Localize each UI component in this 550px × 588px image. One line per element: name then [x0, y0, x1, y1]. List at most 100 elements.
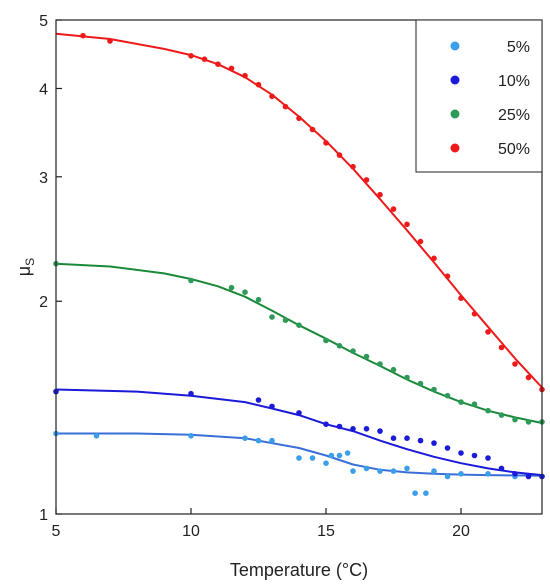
data-point — [404, 465, 410, 472]
data-point — [350, 426, 356, 432]
data-point — [282, 317, 289, 324]
data-point — [525, 473, 532, 480]
y-axis-title: μS — [14, 258, 37, 276]
data-point — [404, 435, 410, 442]
data-point — [242, 72, 248, 79]
y-axis-ticks: 1 2 3 4 5 — [39, 13, 62, 524]
data-point — [255, 296, 262, 303]
legend-box — [415, 19, 543, 173]
x-tick-label: 15 — [317, 523, 335, 540]
data-point — [269, 93, 275, 100]
data-point — [471, 401, 478, 408]
data-point — [363, 353, 370, 360]
data-point — [512, 361, 518, 367]
data-point — [377, 428, 383, 434]
legend-marker — [450, 109, 460, 119]
data-point — [296, 322, 302, 329]
x-tick-label: 20 — [452, 523, 470, 540]
y-axis-title-main: μ — [14, 266, 34, 276]
data-points — [53, 32, 545, 497]
data-point — [350, 468, 356, 474]
data-point — [228, 284, 235, 291]
data-point — [228, 65, 235, 72]
data-point — [188, 390, 194, 397]
data-point — [404, 374, 410, 381]
data-point — [188, 53, 194, 59]
data-point — [390, 366, 397, 373]
legend-label: 10% — [498, 73, 530, 90]
data-point — [431, 468, 437, 474]
data-point — [444, 445, 451, 451]
data-point — [444, 392, 451, 399]
x-tick-label: 5 — [52, 523, 61, 540]
data-point — [498, 465, 505, 472]
data-point — [296, 410, 302, 416]
data-point — [431, 440, 437, 446]
y-axis-title-sub: S — [23, 258, 37, 266]
data-point — [363, 426, 370, 432]
data-point — [412, 490, 418, 497]
data-point — [350, 163, 356, 170]
data-point — [512, 416, 518, 423]
data-point — [242, 435, 248, 442]
data-point — [255, 81, 262, 88]
data-point — [485, 329, 491, 335]
data-point — [323, 421, 329, 428]
data-point — [377, 468, 383, 474]
data-point — [444, 473, 451, 480]
y-tick-label: 5 — [39, 13, 48, 30]
data-point — [390, 468, 397, 474]
data-point — [201, 56, 208, 62]
x-axis-title: Temperature (°C) — [230, 560, 368, 580]
data-point — [390, 206, 397, 212]
data-point — [417, 238, 424, 245]
data-point — [498, 412, 505, 418]
y-tick-label: 1 — [39, 507, 48, 524]
data-point — [525, 374, 532, 381]
data-point — [309, 126, 316, 133]
data-point — [336, 152, 343, 158]
data-point — [188, 433, 194, 439]
data-point — [458, 399, 464, 405]
data-point — [417, 437, 424, 444]
x-tick-label: 10 — [182, 523, 200, 540]
data-point — [309, 455, 316, 461]
data-point — [512, 471, 518, 477]
x-axis-ticks: 5 10 15 20 — [52, 508, 470, 540]
data-point — [188, 277, 194, 284]
data-point — [498, 344, 505, 351]
data-point — [525, 419, 532, 425]
data-point — [431, 255, 437, 262]
legend-marker — [450, 143, 460, 153]
legend-label: 25% — [498, 107, 530, 124]
y-tick-label: 4 — [39, 81, 48, 98]
data-point — [471, 311, 478, 317]
data-point — [417, 380, 424, 387]
plot-frame — [55, 19, 543, 515]
data-point — [485, 471, 491, 477]
data-point — [296, 455, 302, 461]
data-point — [423, 490, 429, 497]
data-point — [377, 361, 383, 367]
data-point — [344, 450, 351, 456]
legend-marker — [450, 41, 460, 51]
data-point — [242, 289, 248, 296]
legend-label: 50% — [498, 141, 530, 158]
data-point — [377, 191, 383, 198]
data-point — [269, 314, 275, 320]
data-point — [269, 437, 275, 444]
data-point — [471, 452, 478, 459]
data-point — [444, 273, 451, 280]
data-point — [458, 295, 464, 302]
data-point — [93, 433, 100, 439]
data-point — [336, 343, 343, 349]
data-point — [80, 32, 86, 39]
data-point — [404, 221, 410, 228]
data-point — [458, 450, 464, 456]
data-point — [323, 460, 329, 467]
legend-label: 5% — [507, 39, 530, 56]
legend-marker — [450, 75, 460, 85]
data-point — [363, 465, 370, 472]
data-point — [431, 386, 437, 393]
data-point — [336, 423, 343, 430]
